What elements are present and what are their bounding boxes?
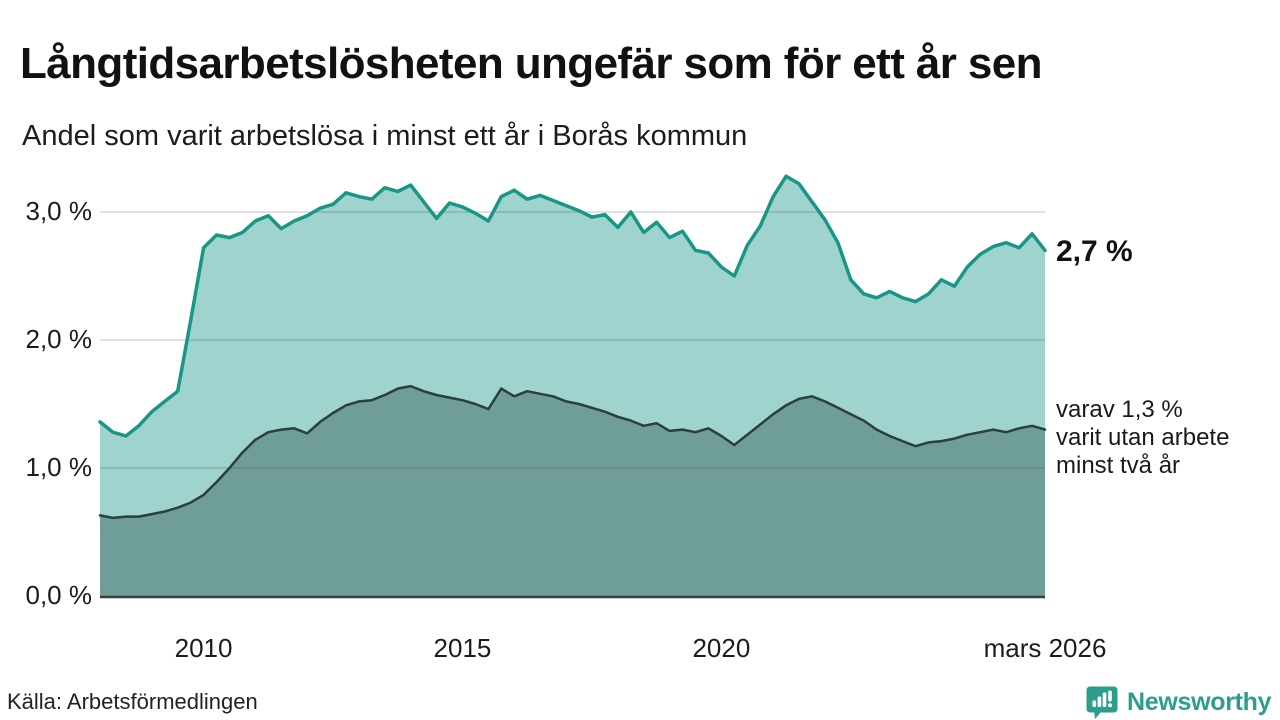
- x-tick-label: mars 2026: [983, 633, 1107, 663]
- annotation-line: varit utan arbete: [1056, 424, 1230, 451]
- x-tick-label: 2010: [174, 633, 233, 663]
- newsworthy-speech-bubble-chart-icon: [1086, 686, 1118, 719]
- chart-title: Långtidsarbetslösheten ungefär som för e…: [20, 39, 1043, 89]
- two-year-share-annotation: varav 1,3 % varit utan arbete minst två …: [1056, 396, 1229, 480]
- upper-series-line: [98, 174, 1047, 438]
- annotation-line: varav 1,3 %: [1056, 396, 1183, 423]
- source-credit: Källa: Arbetsförmedlingen: [7, 689, 258, 714]
- latest-value-label: 2,7 %: [1056, 235, 1133, 268]
- x-tick-label: 2020: [692, 633, 751, 663]
- chart-subtitle: Andel som varit arbetslösa i minst ett å…: [22, 120, 748, 153]
- y-tick-label: 0,0 %: [25, 580, 93, 610]
- y-tick-label: 1,0 %: [25, 452, 93, 482]
- lower-area-fill: [100, 386, 1045, 596]
- annotation-line: minst två år: [1056, 452, 1181, 479]
- newsworthy-logo: Newsworthy: [1085, 685, 1272, 719]
- x-tick-label: 2015: [433, 633, 492, 663]
- y-tick-label: 2,0 %: [25, 324, 93, 354]
- y-tick-label: 3,0 %: [25, 196, 93, 226]
- lower-series-line: [98, 384, 1047, 520]
- newsworthy-wordmark: Newsworthy: [1127, 687, 1272, 716]
